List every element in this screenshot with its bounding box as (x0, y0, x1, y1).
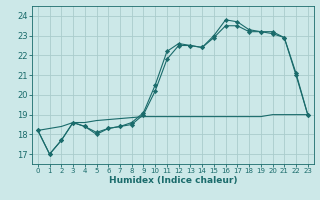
X-axis label: Humidex (Indice chaleur): Humidex (Indice chaleur) (108, 176, 237, 185)
